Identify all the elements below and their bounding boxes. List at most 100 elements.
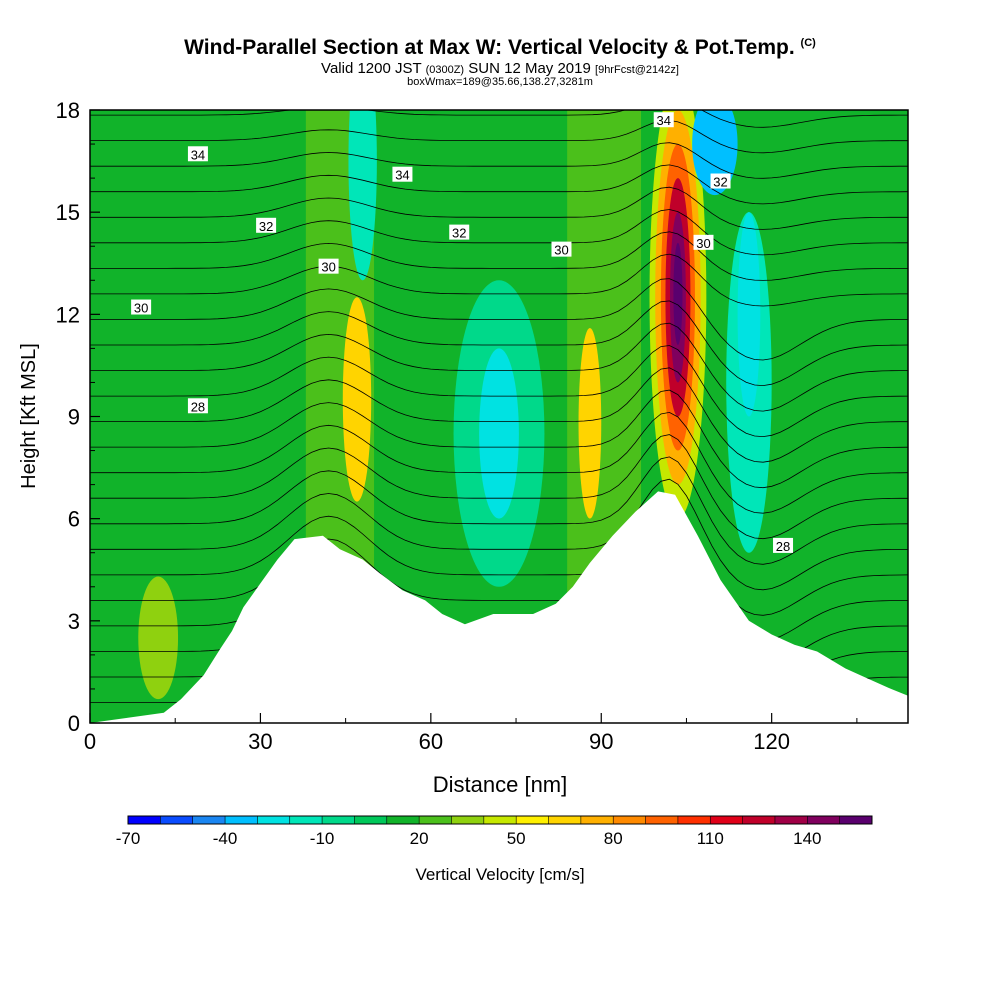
colorbar-swatch xyxy=(419,816,452,824)
colorbar-swatch xyxy=(386,816,420,824)
isentrope-16 xyxy=(90,253,908,307)
y-tick-label: 15 xyxy=(56,200,80,225)
contour-label-bg xyxy=(256,217,277,233)
contour-label-text: 32 xyxy=(713,175,727,190)
w-cell-13 xyxy=(737,212,761,417)
colorbar-swatch xyxy=(774,816,808,824)
contour-label-bg xyxy=(693,234,714,250)
contour-label-9: 30 xyxy=(693,234,714,251)
isentrope-10 xyxy=(90,389,908,489)
contour-label-8: 30 xyxy=(551,241,572,258)
contour-label-text: 30 xyxy=(554,243,568,258)
contour-label-10: 28 xyxy=(187,398,208,414)
contour-label-2: 34 xyxy=(653,112,674,128)
contour-label-bg xyxy=(710,173,731,189)
colorbar-swatch xyxy=(257,816,291,824)
subtitle-forecast: [9hrFcst@2142z] xyxy=(595,64,679,76)
isentrope-13 xyxy=(90,322,908,412)
subtitle-zulu-time: (0300Z) xyxy=(425,64,465,76)
isentrope-20 xyxy=(90,164,908,205)
contour-label-text: 28 xyxy=(191,399,205,414)
copyright-mark: (C) xyxy=(800,37,816,49)
contour-label-11: 28 xyxy=(773,537,794,554)
isentrope-14 xyxy=(90,300,908,387)
isentrope-9 xyxy=(90,411,908,514)
colorbar: -70 -40 -10 20 50 80 110 140 xyxy=(116,815,873,848)
contour-label-4: 32 xyxy=(449,224,470,241)
contour-label-bg xyxy=(187,398,208,414)
w-cell-1 xyxy=(350,331,364,468)
contour-label-text: 30 xyxy=(134,301,148,316)
y-axis-label: Height [Kft MSL] xyxy=(18,343,40,489)
x-tick-label: 90 xyxy=(589,729,613,754)
terrain-profile xyxy=(90,491,908,723)
contour-label-bg xyxy=(131,299,152,315)
isentrope-6 xyxy=(90,478,908,591)
contour-label-bg xyxy=(449,224,470,240)
contour-label-text: 34 xyxy=(657,113,671,128)
contour-label-5: 32 xyxy=(710,173,731,190)
subtitle-date: SUN 12 May 2019 xyxy=(468,60,591,77)
isentrope-21 xyxy=(90,142,908,179)
contour-label-text: 32 xyxy=(452,226,466,241)
isentrope-15 xyxy=(90,278,908,361)
contour-label-7: 30 xyxy=(318,258,339,275)
colorbar-tick-label: 50 xyxy=(507,829,526,848)
w-cell-11 xyxy=(479,348,519,519)
chart-title-text: Wind-Parallel Section at Max W: Vertical… xyxy=(184,36,795,59)
colorbar-swatch xyxy=(225,816,258,824)
y-tick-label: 0 xyxy=(68,711,80,736)
isentrope-11 xyxy=(90,367,908,463)
x-tick-label: 30 xyxy=(248,729,272,754)
contour-label-3: 32 xyxy=(256,217,277,234)
colorbar-swatch xyxy=(322,816,355,824)
x-tick-label: 60 xyxy=(419,729,443,754)
contour-label-bg xyxy=(318,258,339,274)
colorbar-swatch xyxy=(128,816,161,824)
colorbar-swatch xyxy=(839,816,873,824)
colorbar-tick-label: 20 xyxy=(410,829,429,848)
contour-label-text: 28 xyxy=(776,539,790,554)
colorbar-swatch xyxy=(645,816,679,824)
chart-boxinfo: boxWmax=189@35.66,138.27,3281m xyxy=(407,76,593,88)
y-tick-label: 3 xyxy=(68,609,80,634)
isentrope-19 xyxy=(90,186,908,230)
colorbar-swatch xyxy=(451,816,485,824)
colorbar-tick-label: 80 xyxy=(604,829,623,848)
w-cell-15 xyxy=(348,110,377,281)
contour-label-text: 32 xyxy=(259,219,273,234)
colorbar-tick-label: -10 xyxy=(310,829,335,848)
isentrope-5 xyxy=(90,501,908,616)
contour-label-text: 34 xyxy=(395,168,409,183)
colorbar-swatch xyxy=(677,816,711,824)
w-cell-3 xyxy=(584,362,596,485)
chart-title: Wind-Parallel Section at Max W: Vertical… xyxy=(0,36,1000,60)
colorbar-swatch xyxy=(483,816,517,824)
contour-label-1: 34 xyxy=(392,166,413,183)
subtitle-valid-time: Valid 1200 JST xyxy=(321,60,422,77)
isentrope-22 xyxy=(90,119,908,154)
colorbar-tick-label: 140 xyxy=(793,829,821,848)
colorbar-tick-label: -70 xyxy=(116,829,141,848)
contour-label-bg xyxy=(187,146,208,162)
colorbar-frame xyxy=(127,815,873,825)
colorbar-swatch xyxy=(289,816,323,824)
colorbar-swatch xyxy=(710,816,744,824)
contour-label-bg xyxy=(551,241,572,257)
w-cell-16 xyxy=(138,576,179,700)
colorbar-swatch xyxy=(192,816,226,824)
contour-label-6: 30 xyxy=(131,299,152,316)
w-cell-9 xyxy=(673,242,683,345)
colorbar-swatch xyxy=(548,816,582,824)
contour-label-text: 30 xyxy=(321,260,335,275)
contour-label-0: 34 xyxy=(187,146,208,162)
contour-label-bg xyxy=(773,537,794,553)
colorbar-tick-label: 110 xyxy=(697,829,724,848)
contour-labels: 34 34 34 32 32 32 30 30 30 30 28 28 xyxy=(131,112,794,554)
contour-label-text: 30 xyxy=(696,236,710,251)
y-tick-label: 12 xyxy=(56,302,80,327)
colorbar-swatch xyxy=(354,816,388,824)
terrain-mask xyxy=(90,491,908,723)
colorbar-tick-label: -40 xyxy=(213,829,238,848)
